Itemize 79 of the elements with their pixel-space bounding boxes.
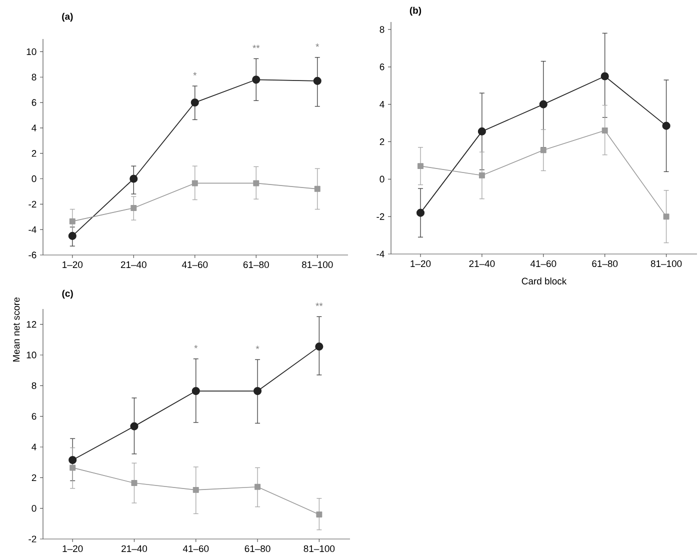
- y-tick-label: 2: [32, 474, 36, 481]
- x-tick-label: 1–20: [410, 260, 431, 268]
- x-tick-label: 21–40: [120, 261, 146, 268]
- x-tick-label: 41–60: [182, 261, 208, 268]
- point: [416, 208, 425, 217]
- y-tick-label: 8: [32, 382, 36, 390]
- x-tick-label: 81–100: [302, 261, 333, 268]
- y-tick-label: 0: [32, 175, 36, 182]
- point: [316, 511, 322, 518]
- point: [130, 422, 138, 430]
- point: [253, 386, 262, 396]
- x-tick-label: 61–80: [592, 260, 618, 268]
- point: [70, 464, 76, 471]
- y-tick-label: 10: [26, 352, 36, 358]
- point: [313, 76, 322, 85]
- y-tick-label: 4: [32, 444, 36, 450]
- y-tick-label: -2: [376, 213, 384, 220]
- point: [539, 100, 548, 108]
- point: [254, 484, 261, 490]
- x-tick-label: 21–40: [469, 260, 495, 268]
- y-axis-title: Mean net score: [13, 298, 20, 362]
- y-tick-label: 2: [32, 150, 36, 157]
- annotation: *: [194, 344, 198, 348]
- point: [252, 76, 260, 84]
- y-tick-label: 8: [380, 26, 384, 33]
- point: [130, 174, 138, 183]
- point: [253, 180, 260, 186]
- point: [130, 204, 137, 211]
- x-tick-label: 41–60: [182, 545, 209, 552]
- chart-title: (c): [62, 290, 73, 299]
- point: [192, 486, 199, 493]
- x-tick-label: 61–80: [244, 545, 270, 552]
- y-tick-label: 4: [32, 124, 36, 132]
- point: [600, 72, 609, 80]
- point: [315, 342, 324, 351]
- point: [192, 386, 200, 396]
- point: [192, 180, 198, 186]
- y-tick-label: 6: [380, 64, 384, 70]
- point: [418, 163, 424, 170]
- point: [478, 172, 485, 178]
- point: [68, 232, 76, 240]
- x-tick-label: 61–80: [243, 261, 269, 268]
- y-tick-label: 8: [32, 74, 36, 80]
- chart-title: (a): [62, 12, 73, 22]
- y-tick-label: 0: [32, 504, 36, 512]
- annotation: *: [256, 346, 260, 350]
- y-tick-label: -4: [376, 250, 384, 258]
- y-tick-label: 6: [32, 412, 36, 420]
- x-tick-label: 1–20: [62, 545, 83, 552]
- point: [478, 127, 486, 136]
- x-tick-label: 81–100: [304, 545, 335, 552]
- point: [131, 480, 138, 486]
- y-tick-label: 4: [380, 101, 384, 108]
- y-tick-label: 10: [26, 48, 36, 56]
- y-tick-label: -4: [28, 226, 36, 233]
- annotation: *: [193, 72, 197, 76]
- point: [663, 214, 670, 220]
- x-axis-title: Card block: [522, 278, 567, 284]
- annotation: **: [316, 302, 323, 306]
- y-tick-label: 2: [380, 138, 384, 146]
- point: [602, 128, 608, 134]
- y-tick-label: -2: [28, 536, 36, 542]
- point: [68, 456, 77, 464]
- y-tick-label: -2: [28, 200, 36, 208]
- x-tick-label: 1–20: [62, 261, 83, 268]
- x-tick-label: 41–60: [530, 260, 556, 268]
- point: [69, 218, 76, 224]
- y-tick-label: 6: [32, 99, 36, 106]
- point: [314, 186, 320, 192]
- annotation: **: [252, 44, 260, 48]
- y-tick-label: -6: [28, 252, 36, 258]
- y-tick-label: 0: [380, 176, 384, 183]
- point: [190, 98, 199, 107]
- y-tick-label: 12: [26, 321, 36, 328]
- x-tick-label: 21–40: [122, 545, 148, 552]
- x-tick-label: 81–100: [650, 260, 682, 268]
- annotation: *: [316, 44, 320, 47]
- chart-title: (b): [410, 6, 422, 16]
- point: [662, 122, 670, 130]
